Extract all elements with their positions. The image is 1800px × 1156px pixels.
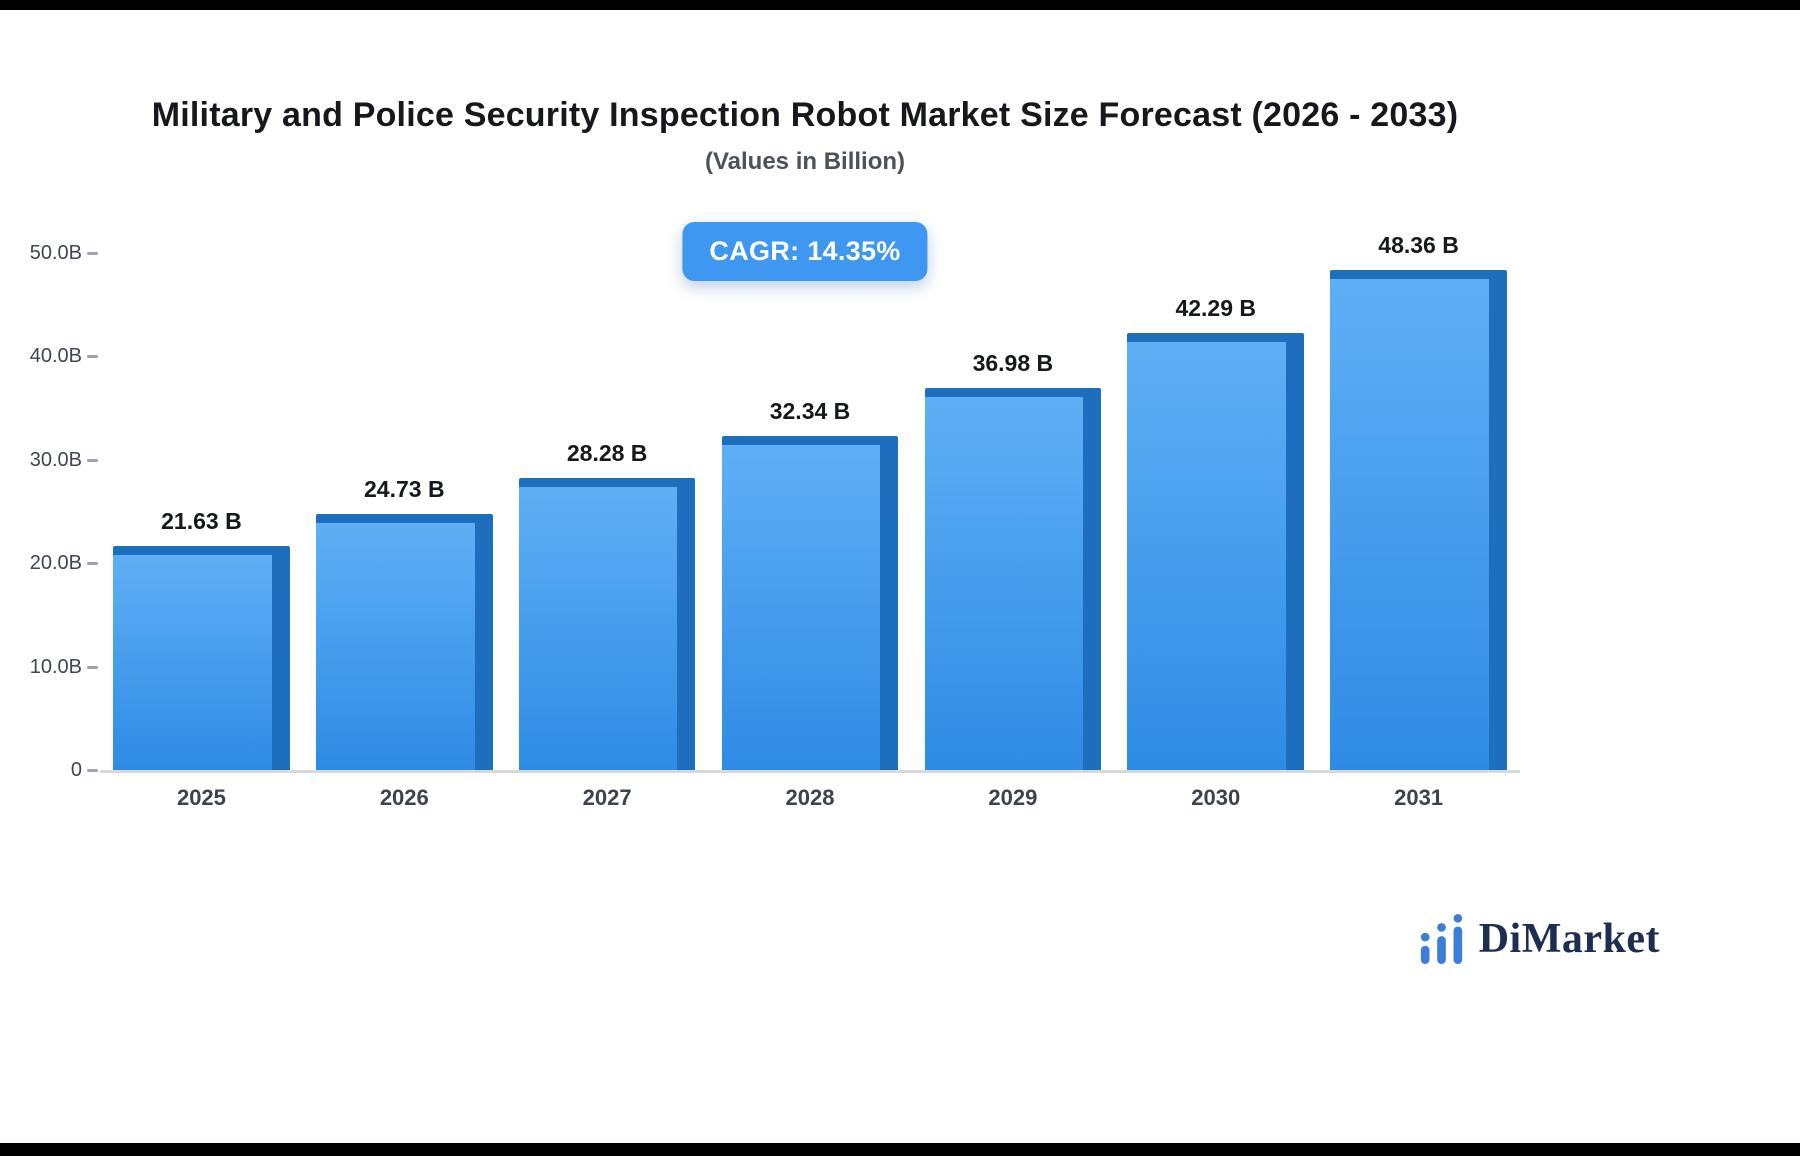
bar-face <box>316 523 475 770</box>
bar-group: 24.73 B <box>303 253 506 770</box>
bar-stack: 28.28 B <box>506 440 709 770</box>
bar-stack: 48.36 B <box>1317 232 1520 770</box>
y-tick-label: 30.0B <box>29 448 82 471</box>
bar-stack: 42.29 B <box>1114 295 1317 770</box>
bar-face <box>924 396 1084 770</box>
y-tick-mark <box>87 355 98 359</box>
bar-group: 28.28 B <box>506 253 709 770</box>
chart-subtitle: (Values in Billion) <box>704 148 906 175</box>
y-tick-label: 10.0B <box>29 655 82 678</box>
bars: 21.63 B 24.73 B 28.28 B 32.34 B 36.98 B 42.29… <box>100 232 1520 770</box>
bar-2029 <box>924 387 1102 770</box>
y-tick-label: 50.0B <box>29 242 82 264</box>
cagr-badge: CAGR: 14.35% <box>682 222 928 281</box>
bar-value-label: 24.73 B <box>364 476 445 503</box>
chart-canvas: Military and Police Security Inspection … <box>0 96 1520 810</box>
x-axis-label: 2030 <box>1191 785 1241 810</box>
dimarket-logo-text: DiMarket <box>1478 916 1660 962</box>
bar-group: 48.36 B <box>1317 232 1520 770</box>
y-tick-label: 40.0B <box>29 345 82 368</box>
bar-stack: 24.73 B <box>303 476 506 770</box>
top-border-bar <box>0 0 1800 10</box>
chart-title: Military and Police Security Inspection … <box>151 96 1459 134</box>
dimarket-logo-icon <box>1420 914 1462 964</box>
y-tick-label: 20.0B <box>29 552 82 575</box>
y-tick-mark <box>87 562 98 566</box>
x-axis-label: 2031 <box>1394 785 1444 810</box>
bar-2027 <box>518 477 696 770</box>
bar-stack: 36.98 B <box>911 350 1114 770</box>
bottom-border-bar <box>0 1143 1800 1156</box>
bar-face <box>1127 341 1286 770</box>
bar-face <box>113 555 272 770</box>
bar-face <box>721 444 881 770</box>
bar-chart: 50.0B 40.0B 30.0B 20.0B 10.0B 0 21.63 B 24.73 … <box>0 232 1520 810</box>
y-tick-mark <box>87 665 98 669</box>
bar-2025 <box>113 546 290 770</box>
y-tick-mark <box>87 769 98 772</box>
bar-value-label: 21.63 B <box>161 508 242 535</box>
x-axis-label: 2028 <box>785 785 835 810</box>
x-labels: 2025 2026 2027 2028 2029 2030 2031 <box>100 785 1520 811</box>
y-axis: 50.0B 40.0B 30.0B 20.0B 10.0B 0 <box>0 242 100 781</box>
bar-value-label: 32.34 B <box>769 397 851 424</box>
bar-2026 <box>316 514 493 770</box>
x-axis-label: 2029 <box>988 785 1038 810</box>
bar-stack: 21.63 B <box>100 508 303 770</box>
y-tick-label: 0 <box>70 759 82 781</box>
bar-group: 42.29 B <box>1114 253 1317 770</box>
bar-value-label: 48.36 B <box>1378 232 1459 258</box>
bar-group: 21.63 B <box>100 253 303 770</box>
bar-2030 <box>1127 332 1304 770</box>
bar-2028 <box>721 435 899 770</box>
bar-group: 32.34 B <box>709 253 912 770</box>
y-tick-mark <box>87 458 98 462</box>
bar-value-label: 42.29 B <box>1175 294 1256 321</box>
bar-stack: 32.34 B <box>709 398 912 770</box>
bar-2031 <box>1330 270 1507 770</box>
dimarket-logo: DiMarket <box>1418 914 1660 964</box>
x-axis-label: 2026 <box>379 785 429 810</box>
plot-area: 21.63 B 24.73 B 28.28 B 32.34 B 36.98 B 42.29… <box>100 232 1520 773</box>
bar-value-label: 28.28 B <box>566 439 648 466</box>
x-axis-label: 2027 <box>582 785 632 810</box>
bar-value-label: 36.98 B <box>972 349 1054 376</box>
y-tick-mark <box>87 252 98 255</box>
bar-face <box>1330 279 1489 770</box>
bar-group: 36.98 B <box>911 253 1114 770</box>
bar-face <box>518 486 678 770</box>
x-axis-label: 2025 <box>176 785 226 810</box>
